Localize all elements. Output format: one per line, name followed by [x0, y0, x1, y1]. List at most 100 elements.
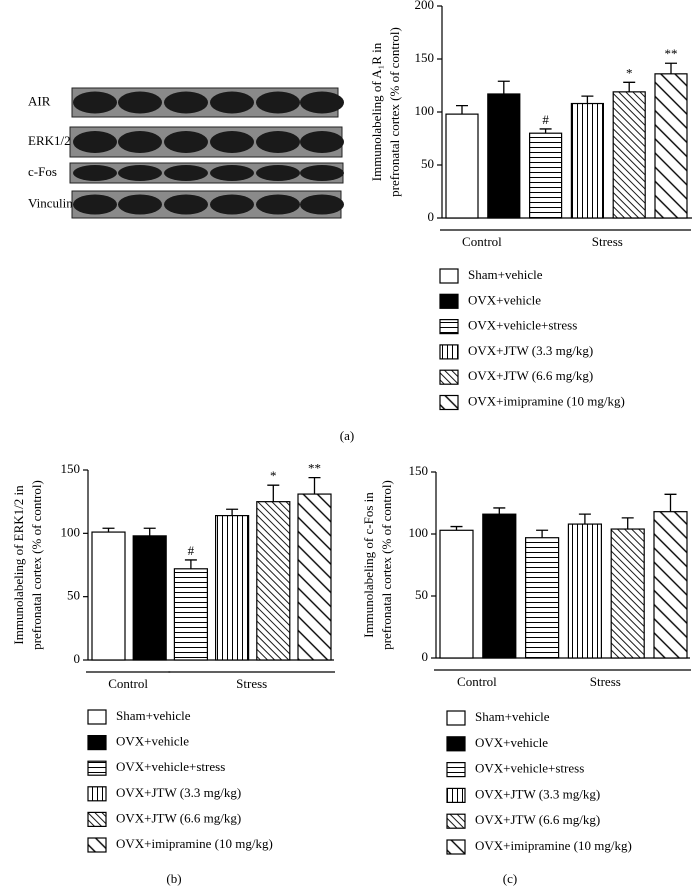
blot-band: [73, 165, 117, 181]
bar: [654, 73, 688, 219]
legend-swatch: [439, 293, 459, 309]
error-bar: [493, 507, 506, 515]
blot-band: [118, 131, 162, 153]
significance-mark: *: [626, 65, 633, 80]
legend-swatch: [439, 394, 459, 411]
bar: [91, 531, 126, 661]
error-bar: [226, 508, 239, 516]
error-bar: [308, 476, 321, 495]
blot-band: [164, 91, 208, 114]
western-blot: AIR ERK1/2 c-Fos Vinculin: [28, 87, 344, 219]
legend-swatch: [87, 709, 107, 725]
error-bar: [456, 104, 468, 115]
group-label: Control: [108, 676, 148, 691]
y-tick-label: 200: [415, 0, 435, 12]
legend-swatch: [87, 734, 107, 751]
error-bar: [536, 529, 549, 538]
blot-band: [210, 91, 254, 114]
legend-label: OVX+vehicle+stress: [116, 759, 225, 774]
legend-swatch: [446, 761, 466, 778]
y-axis-label: Immunolabeling of c-Fos in: [361, 492, 376, 638]
error-bar: [102, 527, 115, 533]
bar: [297, 493, 332, 661]
bar-chart: 0 50 100 150 Immunolabeling of c-Fos in prefr…: [361, 463, 691, 886]
error-bar: [623, 81, 636, 92]
bar: [173, 568, 208, 661]
error-bar: [143, 527, 156, 536]
bar: [612, 91, 646, 219]
bar: [439, 529, 474, 659]
legend-label: OVX+JTW (6.6 mg/kg): [475, 812, 600, 827]
blot-band: [164, 165, 208, 181]
legend-label: OVX+vehicle: [475, 735, 548, 750]
legend-swatch: [439, 369, 459, 385]
bar: [482, 513, 517, 659]
y-axis-label: prefronatal cortex (% of control): [387, 27, 402, 197]
y-axis-label: prefronatal cortex (% of control): [379, 480, 394, 650]
significance-mark: #: [542, 112, 549, 127]
significance-mark: **: [308, 461, 321, 476]
error-bar: [621, 517, 634, 530]
blot-band: [210, 165, 254, 181]
y-tick-label: 100: [415, 103, 435, 118]
legend-swatch: [87, 760, 107, 776]
blot-label: AIR: [28, 93, 51, 108]
bar: [487, 93, 521, 219]
blot-band: [300, 131, 344, 153]
blot-band: [164, 131, 208, 153]
group-label: Stress: [236, 676, 267, 691]
blot-band: [256, 131, 300, 153]
group-label: Control: [457, 674, 497, 689]
blot-band: [73, 91, 117, 114]
error-bar: [581, 95, 594, 104]
y-tick-label: 0: [74, 651, 81, 666]
y-tick-label: 50: [421, 156, 434, 171]
legend-label: Sham+vehicle: [116, 708, 191, 723]
bar: [610, 528, 645, 659]
legend-swatch: [439, 319, 459, 335]
legend-swatch: [439, 268, 459, 284]
blot-band: [300, 91, 344, 114]
blot-band: [118, 194, 162, 215]
bar: [215, 514, 250, 661]
y-tick-label: 150: [415, 50, 435, 65]
panel-label: (a): [340, 428, 354, 443]
bar: [256, 501, 291, 661]
legend-label: OVX+imipramine (10 mg/kg): [116, 836, 273, 851]
y-axis-label: Immunolabeling of ERK1/2 in: [11, 485, 26, 645]
panel-label: (b): [166, 871, 181, 886]
error-bar: [665, 62, 677, 74]
bar: [567, 523, 603, 659]
significance-mark: *: [270, 468, 277, 483]
error-bar: [184, 559, 197, 569]
error-bar: [664, 493, 677, 512]
blot-label: ERK1/2: [28, 133, 71, 148]
legend-swatch: [87, 786, 107, 802]
group-label: Stress: [592, 234, 623, 249]
legend-swatch: [446, 839, 466, 855]
blot-band: [118, 91, 162, 114]
blot-band: [300, 165, 344, 181]
legend-label: OVX+JTW (3.3 mg/kg): [116, 785, 241, 800]
error-bar: [539, 128, 552, 134]
blot-band: [73, 131, 117, 153]
legend-label: OVX+vehicle+stress: [468, 318, 577, 333]
error-bar: [450, 525, 463, 531]
blot-band: [256, 194, 300, 215]
legend-swatch: [446, 787, 466, 804]
legend-swatch: [446, 710, 466, 726]
blot-label: c-Fos: [28, 164, 57, 179]
legend-label: OVX+vehicle: [116, 734, 189, 749]
y-tick-label: 100: [61, 524, 81, 539]
y-tick-label: 0: [422, 649, 429, 664]
y-axis-label: prefronatal cortex (% of control): [29, 480, 44, 650]
legend-label: OVX+JTW (6.6 mg/kg): [116, 810, 241, 825]
legend-label: OVX+JTW (3.3 mg/kg): [475, 786, 600, 801]
bar-chart: 0 50 100 150 Immunolabeling of ERK1/2 in pref…: [11, 461, 335, 886]
group-label: Control: [462, 234, 502, 249]
legend-swatch: [439, 344, 459, 360]
bar: [528, 132, 563, 219]
blot-band: [210, 194, 254, 215]
